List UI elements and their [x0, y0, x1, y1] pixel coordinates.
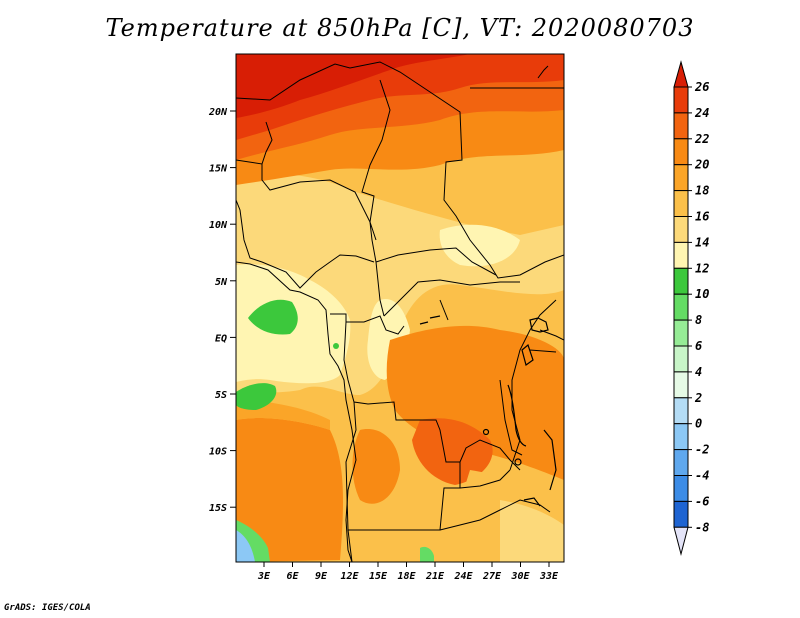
- lon-label: 27E: [482, 571, 502, 582]
- lon-label: 24E: [453, 571, 473, 582]
- map-frame: [235, 53, 565, 563]
- colorbar-label: 20: [694, 158, 709, 172]
- colorbar-box: [673, 345, 689, 373]
- colorbar-label: 12: [695, 261, 709, 275]
- colorbar-bottom-triangle: [673, 526, 689, 556]
- temperature-field: [236, 54, 564, 562]
- colorbar-box: [673, 241, 689, 269]
- lat-label: 10S: [209, 447, 227, 458]
- colorbar-box: [673, 475, 689, 502]
- lon-label: 33E: [539, 571, 559, 582]
- colorbar-box: [673, 138, 689, 166]
- colorbar-box: [673, 267, 689, 295]
- longitude-axis: 3E 6E 9E 12E 15E 18E 21E 24E 27E 30E 33E: [257, 562, 559, 582]
- lon-label: 9E: [315, 571, 328, 582]
- lat-label: EQ: [215, 333, 227, 344]
- colorbar-label: 2: [694, 391, 702, 405]
- lon-label: 6E: [286, 571, 299, 582]
- lat-label: 10N: [209, 220, 228, 231]
- lon-label: 3E: [257, 571, 271, 582]
- colorbar-label: 24: [694, 106, 709, 120]
- colorbar-box: [673, 293, 689, 321]
- lon-label: 15E: [369, 571, 388, 582]
- colorbar-label: -2: [695, 443, 709, 457]
- country-borders: [236, 61, 564, 562]
- colorbar-box: [673, 423, 689, 451]
- colorbar-box: [673, 449, 689, 477]
- colorbar-box: [673, 190, 689, 218]
- lat-label: 15N: [209, 164, 228, 175]
- lat-label: 15S: [209, 503, 227, 514]
- colorbar-box: [673, 500, 689, 528]
- lon-label: 21E: [425, 571, 445, 582]
- lat-label: 5N: [215, 277, 228, 288]
- colorbar-box: [673, 86, 689, 114]
- colorbar-label: 16: [695, 210, 709, 224]
- colorbar-label: 0: [695, 417, 702, 431]
- coastline: [236, 261, 357, 562]
- colorbar-label: 26: [694, 80, 709, 94]
- colorbar-box: [673, 397, 689, 425]
- colorbar-box: [673, 112, 689, 140]
- lat-label: 5S: [215, 390, 227, 401]
- colorbar-label: 6: [695, 339, 702, 353]
- colorbar-label: 18: [695, 184, 709, 198]
- colorbar-label: 8: [695, 313, 702, 327]
- colorbar-box: [673, 164, 689, 192]
- colorbar-label: 4: [695, 365, 702, 379]
- latitude-axis: 20N 15N 10N 5N EQ 5S 10S 15S: [208, 107, 236, 514]
- lat-label: 20N: [208, 107, 228, 118]
- colorbar-top-triangle: [673, 60, 689, 88]
- chart-title: Temperature at 850hPa [C], VT: 202008070…: [105, 14, 695, 42]
- lon-label: 30E: [510, 571, 530, 582]
- colorbar-box: [673, 371, 689, 399]
- grads-credit: GrADS: IGES/COLA: [4, 603, 91, 613]
- colorbar-label: -6: [695, 494, 709, 508]
- lon-label: 18E: [397, 571, 416, 582]
- colorbar-label: -8: [695, 520, 709, 534]
- lon-label: 12E: [340, 571, 359, 582]
- colorbar-label: 22: [694, 132, 709, 146]
- colorbar-label: -4: [695, 469, 709, 483]
- colorbar-box: [673, 319, 689, 347]
- colorbar-box: [673, 216, 689, 243]
- lakes: [419, 315, 557, 507]
- colorbar-label: 10: [695, 287, 709, 301]
- colorbar-label: 14: [695, 235, 709, 249]
